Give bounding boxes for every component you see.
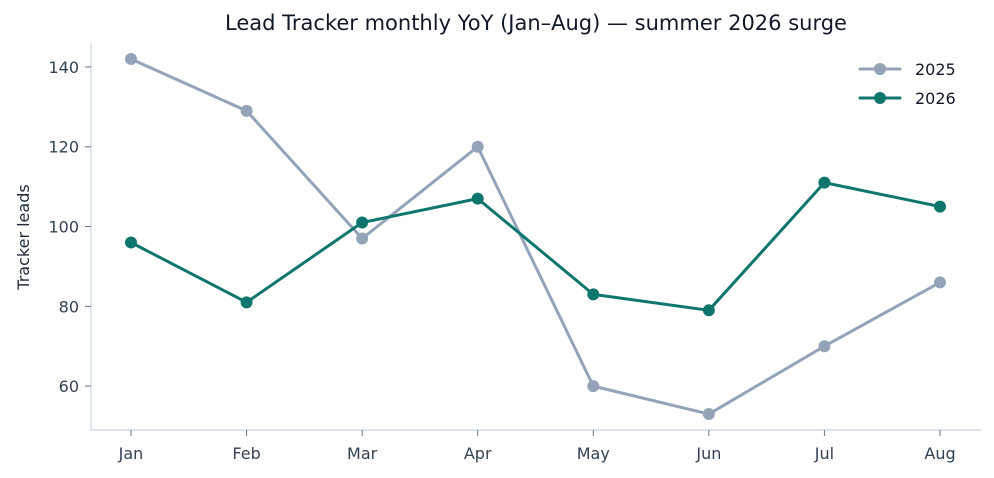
- x-tick-label: Aug: [924, 444, 955, 463]
- legend: 2025 2026: [858, 60, 956, 108]
- chart-title: Lead Tracker monthly YoY (Jan–Aug) — sum…: [225, 11, 847, 35]
- data-point-2026-Jan: [125, 236, 137, 249]
- data-point-2025-Jan: [125, 52, 137, 65]
- legend-item-2026: 2026: [858, 89, 956, 108]
- series-line-2026: [129, 181, 942, 312]
- x-axis-ticks: Jan Feb Mar Apr May Jun Jul Aug: [118, 430, 956, 463]
- data-point-2025-May: [587, 380, 600, 393]
- x-tick-label: Apr: [464, 444, 492, 463]
- y-tick-label: 80: [59, 297, 79, 316]
- y-axis-ticks: 60 80 100 120 140: [48, 58, 91, 396]
- series-line-2025: [129, 57, 942, 416]
- x-tick-label: Feb: [232, 444, 260, 463]
- x-tick-label: May: [577, 444, 610, 463]
- data-point-2026-Jul: [818, 176, 831, 189]
- legend-item-2025: 2025: [858, 60, 956, 79]
- y-axis-label: Tracker leads: [14, 184, 33, 290]
- data-point-2026-Feb: [240, 296, 253, 309]
- y-tick-label: 140: [48, 58, 79, 77]
- y-tick-label: 100: [48, 218, 79, 237]
- data-point-2025-Mar: [356, 232, 369, 245]
- y-tick-label: 60: [59, 377, 79, 396]
- data-point-2026-May: [587, 288, 600, 301]
- legend-label-2025: 2025: [915, 60, 956, 79]
- data-point-2025-Apr: [471, 140, 484, 153]
- data-point-2025-Feb: [240, 104, 253, 117]
- data-point-2026-Aug: [934, 200, 946, 213]
- legend-marker-2025: [874, 63, 886, 75]
- legend-marker-2026: [874, 92, 886, 104]
- data-point-2026-Mar: [356, 216, 369, 229]
- data-point-2025-Jul: [818, 340, 831, 353]
- axes: [90, 43, 981, 431]
- x-tick-label: Mar: [347, 444, 378, 463]
- data-point-2026-Apr: [471, 192, 484, 205]
- legend-label-2026: 2026: [915, 89, 956, 108]
- series-layer: [125, 52, 946, 421]
- series-2025: [125, 52, 946, 421]
- data-point-2026-Jun: [702, 304, 715, 317]
- data-point-2025-Aug: [934, 276, 946, 289]
- x-tick-label: Jan: [118, 444, 144, 463]
- series-2026: [125, 176, 946, 317]
- y-tick-label: 120: [48, 138, 79, 157]
- x-tick-label: Jul: [814, 444, 834, 463]
- data-point-2025-Jun: [702, 408, 715, 421]
- x-tick-label: Jun: [695, 444, 721, 463]
